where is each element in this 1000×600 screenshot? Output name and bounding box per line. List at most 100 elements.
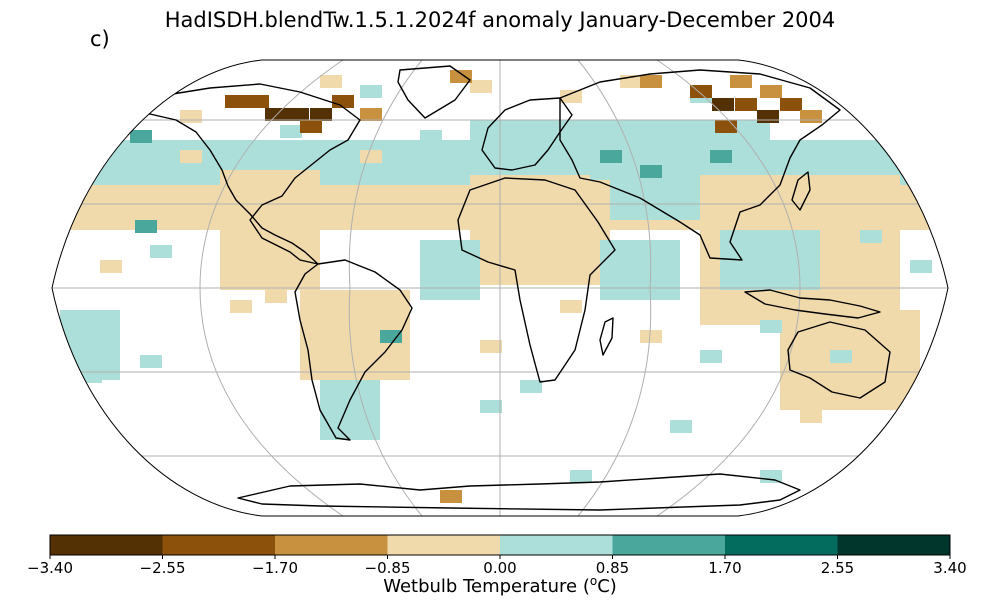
graticule-lon-60w — [348, 60, 423, 516]
colorbar-tick-marks — [49, 555, 951, 559]
anomaly-cell — [910, 260, 932, 273]
anomaly-cell — [470, 80, 492, 93]
coast-indonesia — [744, 289, 881, 319]
coast-australia — [787, 321, 891, 399]
colorbar-bin-0 — [50, 535, 163, 555]
map-frame — [51, 59, 949, 517]
coast-africa — [457, 177, 616, 383]
anomaly-cell — [220, 170, 320, 290]
map-title: HadISDH.blendTw.1.5.1.2024f anomaly Janu… — [164, 8, 836, 32]
anomaly-cell — [180, 150, 202, 163]
graticule — [52, 60, 948, 516]
coast-antarctica — [237, 473, 801, 511]
anomaly-cell — [560, 90, 582, 103]
anomaly-cell — [560, 300, 582, 313]
anomaly-cell — [300, 120, 322, 133]
anomaly-cell — [712, 98, 734, 111]
colorbar-tick-label: 3.40 — [933, 559, 967, 577]
anomaly-cell — [470, 175, 610, 285]
colorbar-bin-6 — [725, 535, 838, 555]
colorbar-bin-7 — [837, 535, 951, 555]
anomaly-cell — [420, 240, 480, 300]
anomaly-cell — [100, 260, 122, 273]
anomaly-cell — [450, 70, 472, 83]
world-map — [51, 59, 949, 517]
colorbar-tick-label: 0.85 — [595, 559, 630, 577]
anomaly-cell — [600, 240, 680, 300]
anomaly-cell — [760, 320, 782, 333]
colorbar-label-superscript: o — [589, 574, 598, 588]
anomaly-cell — [520, 380, 542, 393]
coastlines — [119, 65, 929, 511]
coast-north-america — [119, 83, 361, 265]
anomaly-cell — [360, 108, 382, 121]
graticule-lon-60e — [577, 60, 652, 516]
colorbar-bin-2 — [275, 535, 388, 555]
anomaly-cell — [360, 150, 382, 163]
anomaly-cell — [760, 85, 782, 98]
colorbar-label-unit: C) — [597, 576, 617, 597]
coast-madagascar — [599, 317, 614, 356]
anomaly-cell — [700, 350, 722, 363]
graticule-lon-120e — [656, 60, 801, 516]
anomaly-cell — [710, 150, 732, 163]
anomaly-cell — [640, 75, 662, 88]
anomaly-cell — [640, 165, 662, 178]
colorbar-bin-4 — [500, 535, 613, 555]
coast-south-america — [294, 259, 413, 441]
anomaly-cell — [247, 95, 269, 108]
colorbar-tick-label: −2.55 — [139, 559, 186, 577]
anomaly-cell — [225, 95, 247, 108]
anomaly-cell — [150, 245, 172, 258]
colorbar-bins — [50, 535, 951, 555]
colorbar-tick-label: −3.40 — [27, 559, 73, 577]
colorbar-label: Wetbulb Temperature (oC) — [0, 574, 1000, 597]
colorbar-bin-3 — [387, 535, 501, 555]
anomaly-cell — [420, 130, 442, 143]
anomaly-cell — [80, 370, 102, 383]
anomaly-cell — [287, 108, 309, 121]
anomaly-cell — [880, 380, 902, 393]
coast-greenland — [397, 65, 471, 119]
anomaly-cell — [800, 410, 822, 423]
anomaly-cell — [480, 340, 502, 353]
colorbar-tick-label: 2.55 — [820, 559, 855, 577]
panel-label: c) — [90, 27, 110, 51]
anomaly-cell — [135, 220, 157, 233]
coast-japan — [791, 171, 811, 211]
anomaly-cell — [480, 400, 502, 413]
anomaly-cell — [600, 150, 622, 163]
anomaly-cell — [860, 230, 882, 243]
anomaly-cell — [730, 75, 752, 88]
colorbar-tick-label: −1.70 — [252, 559, 298, 577]
colorbar-tick-label: −0.85 — [364, 559, 411, 577]
anomaly-cell — [265, 108, 287, 121]
anomaly-cell — [690, 85, 712, 98]
graticule-lon-120w — [199, 60, 344, 516]
colorbar-tick-label: 1.70 — [708, 559, 742, 577]
anomaly-cell — [440, 490, 462, 503]
colorbar-bin-1 — [162, 535, 276, 555]
colorbar-bin-5 — [612, 535, 726, 555]
anomaly-cell — [780, 98, 802, 111]
anomaly-cell — [760, 470, 782, 483]
anomaly-cell — [230, 300, 252, 313]
anomaly-cell — [830, 350, 852, 363]
anomaly-cell — [130, 130, 152, 143]
anomaly-cell — [570, 470, 592, 483]
coast-asia — [559, 69, 841, 261]
anomaly-cell — [265, 290, 287, 303]
anomaly-cell — [320, 380, 380, 440]
anomaly-cell — [140, 355, 162, 368]
anomaly-cell — [310, 108, 332, 121]
colorbar-label-text: Wetbulb Temperature ( — [383, 576, 590, 597]
anomaly-cell — [255, 140, 277, 153]
anomaly-cell — [320, 75, 342, 88]
anomaly-cell — [380, 330, 402, 343]
coast-europe — [481, 97, 573, 171]
anomaly-cell — [735, 98, 757, 111]
colorbar-tick-label: 0.00 — [483, 559, 517, 577]
anomaly-cell — [280, 125, 302, 138]
anomaly-cell — [670, 420, 692, 433]
